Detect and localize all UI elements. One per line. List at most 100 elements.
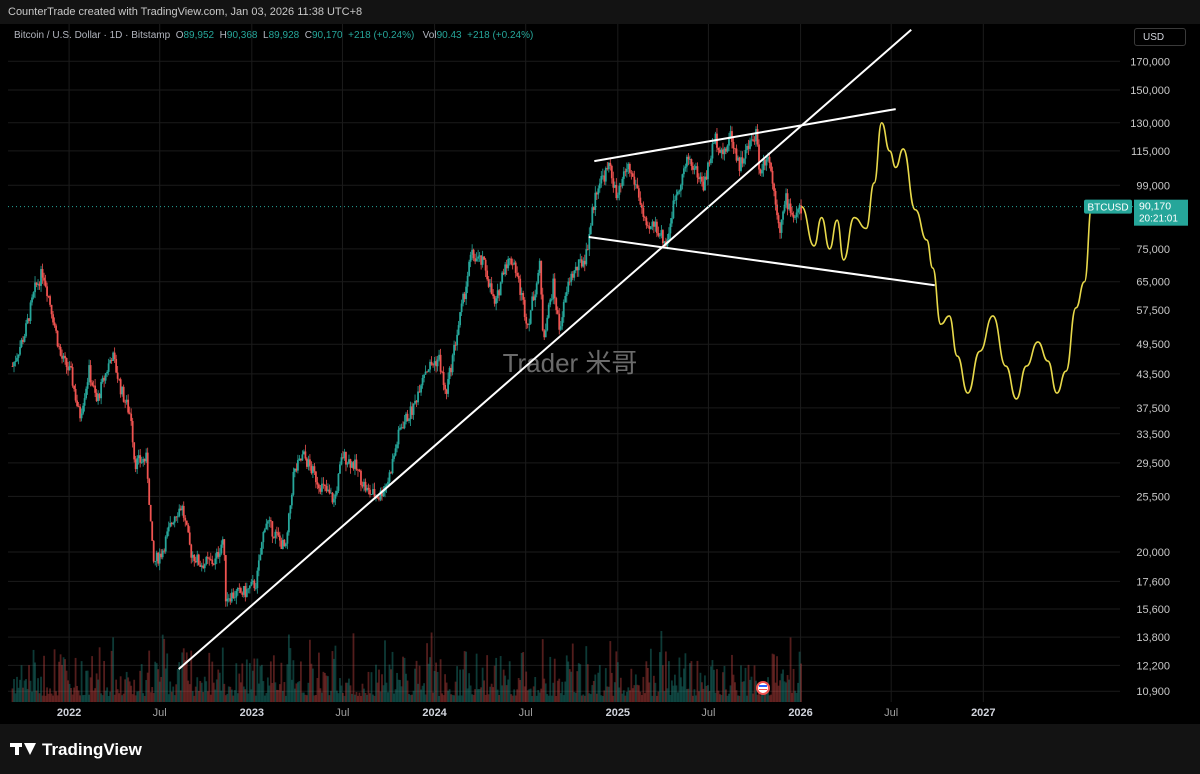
candle-body xyxy=(412,403,415,415)
volume-bar xyxy=(580,695,583,702)
candle-body xyxy=(190,544,193,558)
candle-body xyxy=(654,221,657,227)
volume-bar xyxy=(654,682,657,702)
candle-body xyxy=(122,386,125,402)
volume-bar xyxy=(716,669,718,702)
volume-bar xyxy=(663,691,666,702)
volume-bar xyxy=(277,690,280,702)
volume-bar xyxy=(109,691,112,702)
candle-body xyxy=(11,366,14,367)
candle-body xyxy=(312,466,314,474)
candle-body xyxy=(466,275,469,287)
candle-body xyxy=(333,498,335,503)
volume-bar xyxy=(284,695,287,702)
volume-bar xyxy=(588,693,591,702)
candle-body xyxy=(409,406,412,420)
candle-body xyxy=(97,393,100,402)
volume-bar xyxy=(538,692,541,702)
volume-bar xyxy=(241,663,244,702)
volume-bar xyxy=(134,695,137,702)
time-tick-label: 2022 xyxy=(57,707,81,719)
volume-bar xyxy=(302,692,305,702)
volume-bar xyxy=(621,693,624,702)
time-tick-label: 2023 xyxy=(240,707,264,719)
candle-body xyxy=(427,369,430,372)
volume-bar xyxy=(313,695,316,702)
volume-bar xyxy=(439,659,442,702)
candle-body xyxy=(483,256,486,260)
volume-bar xyxy=(442,695,445,702)
volume-bar xyxy=(218,672,221,702)
volume-bar xyxy=(561,681,564,702)
volume-bar xyxy=(88,694,91,702)
candle-body xyxy=(786,193,789,210)
volume-bar xyxy=(592,680,595,702)
volume-bar xyxy=(263,695,266,702)
volume-bar xyxy=(217,669,220,702)
symbol-label[interactable]: Bitcoin / U.S. Dollar · 1D · Bitstamp xyxy=(14,30,171,41)
volume-bar xyxy=(710,666,712,702)
currency-button[interactable]: USD xyxy=(1134,28,1186,46)
candle-body xyxy=(256,570,259,589)
tradingview-logo-text: TradingView xyxy=(42,740,142,759)
volume-bar xyxy=(477,689,480,702)
volume-bar xyxy=(324,672,326,702)
volume-bar xyxy=(607,686,610,702)
candle-body xyxy=(583,260,586,265)
candle-body xyxy=(367,487,370,490)
volume-bar xyxy=(250,689,253,702)
volume-bar xyxy=(236,693,239,702)
candle-body xyxy=(439,354,442,372)
candle-body xyxy=(693,168,696,170)
volume-bar xyxy=(136,691,139,702)
candle-body xyxy=(634,184,637,186)
candle-body xyxy=(345,451,347,465)
candle-body xyxy=(502,272,505,275)
volume-bar xyxy=(779,680,781,702)
volume-bar xyxy=(717,690,720,702)
candle-body xyxy=(421,377,424,386)
candle-body xyxy=(203,564,206,569)
candle-body xyxy=(13,362,15,367)
candle-body xyxy=(562,302,565,318)
candle-body xyxy=(670,218,673,224)
volume-bar xyxy=(627,687,630,702)
candle-body xyxy=(38,283,41,286)
candle-body xyxy=(537,272,540,284)
flag-icon[interactable] xyxy=(756,681,770,695)
candle-body xyxy=(59,346,62,356)
candle-body xyxy=(44,280,47,287)
volume-bar xyxy=(493,665,496,702)
candle-body xyxy=(711,143,714,159)
volume-bar xyxy=(397,679,400,702)
volume-bar xyxy=(535,695,538,702)
volume-bar xyxy=(616,662,619,702)
candle-body xyxy=(753,140,756,142)
candle-body xyxy=(633,176,636,185)
candle-body xyxy=(76,400,78,406)
candle-body xyxy=(468,261,471,276)
candle-body xyxy=(35,282,38,285)
volume-bar xyxy=(110,650,113,702)
volume-bar xyxy=(761,694,763,702)
volume-bar xyxy=(292,660,295,702)
candle-body xyxy=(316,482,319,485)
volume-bar xyxy=(73,687,75,702)
volume-bar xyxy=(794,690,796,702)
volume-bar xyxy=(547,695,550,702)
volume-bar xyxy=(396,672,398,702)
volume-bar xyxy=(357,695,359,702)
price-tick-label: 37,500 xyxy=(1136,403,1170,415)
candle-body xyxy=(178,508,181,517)
candle-body xyxy=(68,366,71,371)
volume-bar xyxy=(309,639,311,702)
candle-body xyxy=(549,299,552,305)
volume-bar xyxy=(573,692,576,702)
volume-bar xyxy=(348,678,350,702)
candle-body xyxy=(692,166,694,170)
candle-body xyxy=(555,298,558,311)
volume-bar xyxy=(780,673,783,702)
tradingview-logo[interactable]: TradingView xyxy=(10,740,142,760)
